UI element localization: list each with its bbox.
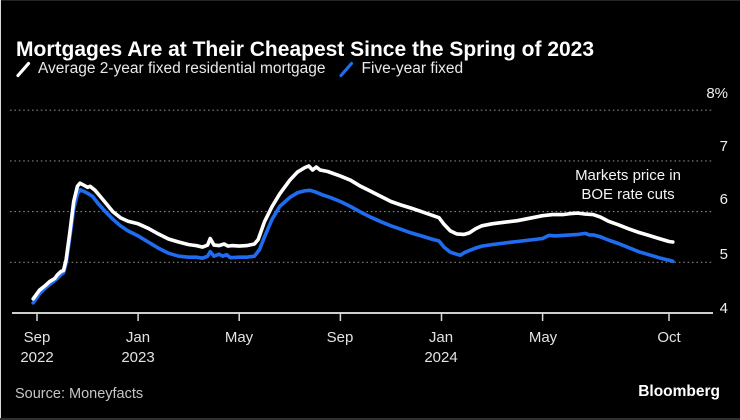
annotation-line-2: BOE rate cuts: [581, 185, 675, 203]
bottom-edge-divider: [0, 418, 740, 420]
x-axis-month-label: Jan: [125, 329, 151, 346]
x-axis-month-label: Sep: [326, 329, 354, 346]
x-axis-year-label: 2024: [424, 349, 458, 366]
y-axis-label: 6: [719, 191, 728, 208]
x-axis-month-label: Sep: [23, 329, 51, 346]
legend-label-2yr: Average 2-year fixed residential mortgag…: [38, 60, 326, 77]
bloomberg-logo: Bloomberg: [638, 383, 720, 400]
legend: Average 2-year fixed residential mortgag…: [16, 60, 463, 78]
white-line-swatch-icon: [16, 61, 31, 77]
series-line: [31, 164, 675, 301]
series-line: [31, 188, 675, 305]
y-axis-label: 7: [719, 138, 728, 155]
blue-line-swatch-icon: [339, 61, 354, 77]
x-axis-month-label: Oct: [657, 329, 681, 346]
y-axis-label: 8%: [706, 85, 728, 102]
x-axis-month-label: Jan: [428, 329, 454, 346]
chart-annotation: Markets price in BOE rate cuts: [558, 167, 698, 204]
y-axis-label: 4: [719, 300, 728, 317]
source-credit: Source: Moneyfacts: [15, 386, 144, 402]
y-axis-label: 5: [719, 246, 728, 263]
chart-title: Mortgages Are at Their Cheapest Since th…: [16, 38, 595, 62]
x-axis-year-label: 2023: [121, 349, 155, 366]
x-axis-month-label: May: [224, 329, 254, 346]
top-edge-divider: [0, 0, 740, 1]
x-axis-year-label: 2022: [20, 349, 54, 366]
legend-item-5yr: Five-year fixed: [339, 60, 463, 78]
x-axis-month-label: May: [528, 329, 558, 346]
legend-item-2yr: Average 2-year fixed residential mortgag…: [16, 60, 325, 78]
legend-label-5yr: Five-year fixed: [361, 60, 464, 77]
annotation-line-1: Markets price in: [575, 167, 681, 184]
left-edge-divider: [0, 0, 1, 420]
